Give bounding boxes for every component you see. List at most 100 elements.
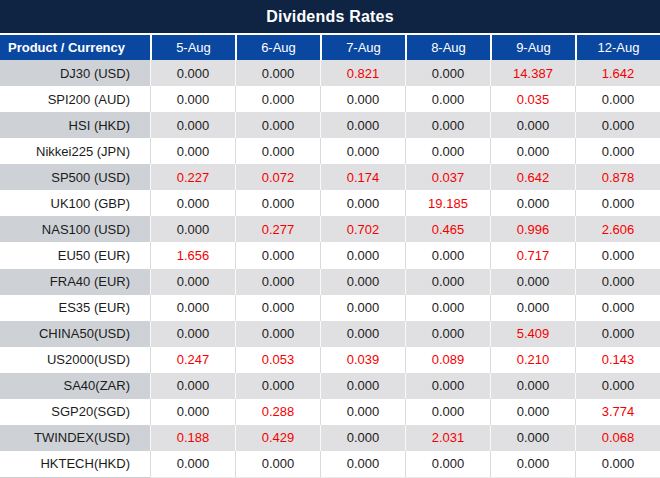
value-cell: 0.000 bbox=[405, 138, 490, 164]
table-row: DJ30 (USD)0.0000.0000.8210.00014.3871.64… bbox=[0, 60, 660, 86]
value-cell: 0.000 bbox=[490, 399, 575, 425]
value-cell: 0.717 bbox=[490, 242, 575, 268]
value-cell: 2.606 bbox=[575, 216, 660, 242]
product-cell: HKTECH(HKD) bbox=[0, 451, 150, 477]
value-cell: 0.000 bbox=[235, 60, 320, 86]
value-cell: 0.000 bbox=[320, 190, 405, 216]
value-cell: 0.000 bbox=[575, 451, 660, 477]
value-cell: 0.000 bbox=[405, 451, 490, 477]
value-cell: 0.702 bbox=[320, 216, 405, 242]
value-cell: 0.000 bbox=[320, 321, 405, 347]
header-row: Product / Currency 5-Aug6-Aug7-Aug8-Aug9… bbox=[0, 35, 660, 60]
value-cell: 19.185 bbox=[405, 190, 490, 216]
value-cell: 0.821 bbox=[320, 60, 405, 86]
product-cell: Nikkei225 (JPN) bbox=[0, 138, 150, 164]
value-cell: 0.878 bbox=[575, 164, 660, 190]
table-row: SPI200 (AUD)0.0000.0000.0000.0000.0350.0… bbox=[0, 86, 660, 112]
table-row: SA40(ZAR)0.0000.0000.0000.0000.0000.000 bbox=[0, 373, 660, 399]
value-cell: 0.000 bbox=[575, 190, 660, 216]
table-row: SP500 (USD)0.2270.0720.1740.0370.6420.87… bbox=[0, 164, 660, 190]
value-cell: 0.000 bbox=[150, 269, 235, 295]
column-header-date: 6-Aug bbox=[235, 35, 320, 60]
table-title: Dividends Rates bbox=[0, 0, 660, 35]
value-cell: 0.000 bbox=[235, 373, 320, 399]
value-cell: 0.000 bbox=[490, 190, 575, 216]
value-cell: 0.000 bbox=[575, 86, 660, 112]
table-row: US2000(USD)0.2470.0530.0390.0890.2100.14… bbox=[0, 347, 660, 373]
product-cell: SA40(ZAR) bbox=[0, 373, 150, 399]
value-cell: 0.000 bbox=[490, 138, 575, 164]
product-cell: FRA40 (EUR) bbox=[0, 269, 150, 295]
column-header-date: 7-Aug bbox=[320, 35, 405, 60]
value-cell: 0.000 bbox=[490, 373, 575, 399]
product-cell: SGP20(SGD) bbox=[0, 399, 150, 425]
value-cell: 0.000 bbox=[320, 86, 405, 112]
value-cell: 5.409 bbox=[490, 321, 575, 347]
product-cell: DJ30 (USD) bbox=[0, 60, 150, 86]
value-cell: 0.000 bbox=[235, 295, 320, 321]
table-row: SGP20(SGD)0.0000.2880.0000.0000.0003.774 bbox=[0, 399, 660, 425]
value-cell: 0.429 bbox=[235, 425, 320, 451]
value-cell: 0.000 bbox=[150, 373, 235, 399]
product-cell: SP500 (USD) bbox=[0, 164, 150, 190]
value-cell: 0.000 bbox=[405, 269, 490, 295]
value-cell: 0.247 bbox=[150, 347, 235, 373]
value-cell: 0.465 bbox=[405, 216, 490, 242]
table-row: TWINDEX(USD)0.1880.4290.0002.0310.0000.0… bbox=[0, 425, 660, 451]
value-cell: 0.000 bbox=[405, 112, 490, 138]
value-cell: 0.000 bbox=[490, 451, 575, 477]
value-cell: 0.000 bbox=[150, 321, 235, 347]
column-header-date: 12-Aug bbox=[575, 35, 660, 60]
value-cell: 0.068 bbox=[575, 425, 660, 451]
column-header-date: 9-Aug bbox=[490, 35, 575, 60]
value-cell: 0.000 bbox=[150, 216, 235, 242]
value-cell: 0.000 bbox=[405, 321, 490, 347]
value-cell: 0.000 bbox=[575, 112, 660, 138]
table-row: FRA40 (EUR)0.0000.0000.0000.0000.0000.00… bbox=[0, 269, 660, 295]
value-cell: 0.000 bbox=[490, 425, 575, 451]
column-header-date: 8-Aug bbox=[405, 35, 490, 60]
table-row: NAS100 (USD)0.0000.2770.7020.4650.9962.6… bbox=[0, 216, 660, 242]
value-cell: 0.000 bbox=[575, 138, 660, 164]
value-cell: 1.642 bbox=[575, 60, 660, 86]
value-cell: 0.089 bbox=[405, 347, 490, 373]
table-row: ES35 (EUR)0.0000.0000.0000.0000.0000.000 bbox=[0, 295, 660, 321]
value-cell: 0.000 bbox=[150, 451, 235, 477]
value-cell: 0.000 bbox=[235, 242, 320, 268]
value-cell: 0.000 bbox=[235, 86, 320, 112]
value-cell: 0.000 bbox=[150, 399, 235, 425]
value-cell: 0.277 bbox=[235, 216, 320, 242]
value-cell: 0.000 bbox=[320, 295, 405, 321]
value-cell: 2.031 bbox=[405, 425, 490, 451]
value-cell: 0.037 bbox=[405, 164, 490, 190]
value-cell: 0.996 bbox=[490, 216, 575, 242]
column-header-date: 5-Aug bbox=[150, 35, 235, 60]
value-cell: 0.000 bbox=[405, 295, 490, 321]
value-cell: 0.000 bbox=[320, 451, 405, 477]
product-cell: TWINDEX(USD) bbox=[0, 425, 150, 451]
dividends-rates-widget: Dividends Rates Product / Currency 5-Aug… bbox=[0, 0, 660, 478]
value-cell: 0.642 bbox=[490, 164, 575, 190]
value-cell: 0.000 bbox=[490, 295, 575, 321]
value-cell: 0.000 bbox=[235, 269, 320, 295]
table-row: CHINA50(USD)0.0000.0000.0000.0005.4090.0… bbox=[0, 321, 660, 347]
value-cell: 0.053 bbox=[235, 347, 320, 373]
value-cell: 0.000 bbox=[235, 190, 320, 216]
product-cell: HSI (HKD) bbox=[0, 112, 150, 138]
value-cell: 0.188 bbox=[150, 425, 235, 451]
value-cell: 0.000 bbox=[320, 138, 405, 164]
value-cell: 0.000 bbox=[235, 451, 320, 477]
value-cell: 0.000 bbox=[575, 242, 660, 268]
value-cell: 3.774 bbox=[575, 399, 660, 425]
value-cell: 0.000 bbox=[575, 295, 660, 321]
value-cell: 14.387 bbox=[490, 60, 575, 86]
value-cell: 0.288 bbox=[235, 399, 320, 425]
table-row: EU50 (EUR)1.6560.0000.0000.0000.7170.000 bbox=[0, 242, 660, 268]
value-cell: 0.000 bbox=[405, 399, 490, 425]
value-cell: 0.000 bbox=[320, 425, 405, 451]
value-cell: 0.210 bbox=[490, 347, 575, 373]
column-header-product: Product / Currency bbox=[0, 35, 150, 60]
value-cell: 0.039 bbox=[320, 347, 405, 373]
product-cell: EU50 (EUR) bbox=[0, 242, 150, 268]
table-body: DJ30 (USD)0.0000.0000.8210.00014.3871.64… bbox=[0, 60, 660, 477]
